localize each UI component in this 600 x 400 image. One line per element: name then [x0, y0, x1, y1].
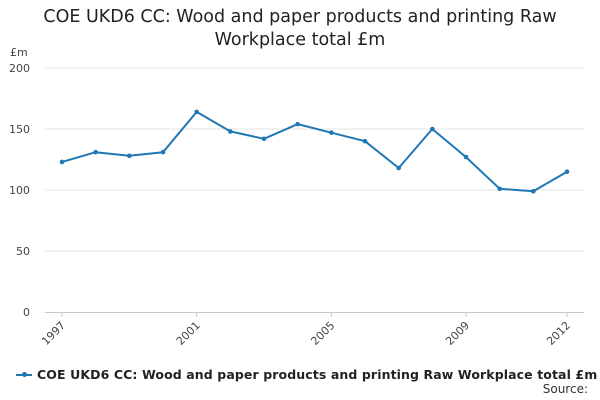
grid-lines [45, 67, 584, 252]
data-series [59, 109, 570, 194]
x-tick-labels: 1997 2001 2005 2009 2012 [39, 319, 573, 348]
data-point-1997[interactable] [59, 159, 65, 165]
y-tick-label-50: 50 [16, 245, 30, 258]
x-tick-label-2005: 2005 [308, 319, 337, 348]
legend-entry-label: COE UKD6 CC: Wood and paper products and… [37, 367, 598, 382]
y-tick-label-0: 0 [23, 306, 30, 319]
source-label: Source: [542, 382, 588, 396]
x-tick-label-2001: 2001 [174, 319, 203, 348]
legend[interactable]: COE UKD6 CC: Wood and paper products and… [16, 367, 597, 382]
data-point-2005[interactable] [329, 130, 334, 135]
data-point-2010[interactable] [497, 186, 502, 192]
x-tick-label-2009: 2009 [443, 319, 472, 348]
y-tick-label-100: 100 [9, 184, 30, 197]
axes [45, 312, 584, 317]
data-point-2000[interactable] [160, 149, 166, 155]
data-point-2011[interactable] [531, 188, 536, 194]
chart-title-line-1: COE UKD6 CC: Wood and paper products and… [43, 7, 557, 27]
x-tick-label-1997: 1997 [39, 319, 68, 348]
data-point-2006[interactable] [362, 138, 368, 144]
y-tick-labels: 0 50 100 150 200 [9, 62, 30, 319]
legend-line-swatch-icon [16, 370, 32, 380]
chart-title-line-2: Workplace total £m [214, 30, 386, 50]
y-axis-label: £m [10, 46, 28, 59]
data-point-2007[interactable] [396, 165, 401, 171]
data-point-2009[interactable] [463, 154, 469, 160]
data-point-2008[interactable] [430, 126, 435, 132]
y-tick-label-150: 150 [9, 123, 30, 136]
y-tick-label-200: 200 [9, 62, 30, 75]
series-line-0 [61, 110, 568, 193]
data-point-2001[interactable] [194, 109, 199, 115]
data-point-2002[interactable] [228, 129, 233, 134]
x-tick-label-2012: 2012 [544, 319, 573, 348]
data-point-2004[interactable] [295, 121, 300, 127]
data-point-1999[interactable] [127, 153, 132, 159]
data-point-2003[interactable] [261, 136, 267, 142]
data-point-1998[interactable] [93, 149, 98, 155]
data-point-2012[interactable] [564, 169, 570, 174]
chart-title: COE UKD6 CC: Wood and paper products and… [0, 6, 600, 52]
